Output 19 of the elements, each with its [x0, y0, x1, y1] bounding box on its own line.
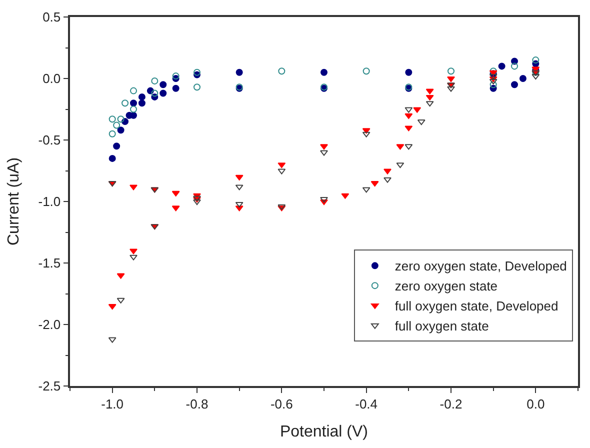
- legend-label: full oxygen state: [394, 318, 489, 334]
- legend-label: zero oxygen state: [394, 278, 498, 294]
- y-tick-label: -2.5: [38, 378, 61, 394]
- y-tick-label: -1.5: [38, 256, 61, 271]
- y-tick-label: -0.5: [38, 132, 61, 148]
- y-tick-label: -1.0: [38, 194, 61, 210]
- x-tick-label: 0.0: [526, 396, 545, 412]
- legend-label: zero oxygen state, Developed: [394, 258, 567, 274]
- legend-label: full oxygen state, Developed: [394, 298, 558, 314]
- x-tick-label: -0.8: [186, 396, 208, 412]
- y-tick-label: 0.0: [42, 71, 61, 86]
- y-tick-label: -2.0: [38, 317, 61, 332]
- x-tick-label: -1.0: [101, 396, 124, 412]
- x-tick-label: -0.6: [270, 396, 293, 412]
- y-tick-label: 0.5: [42, 10, 61, 25]
- x-tick-label: -0.4: [355, 396, 378, 412]
- y-axis-title: Current (uA): [6, 157, 23, 246]
- x-axis-title: Potential (V): [280, 424, 368, 441]
- x-tick-label: -0.2: [440, 396, 462, 412]
